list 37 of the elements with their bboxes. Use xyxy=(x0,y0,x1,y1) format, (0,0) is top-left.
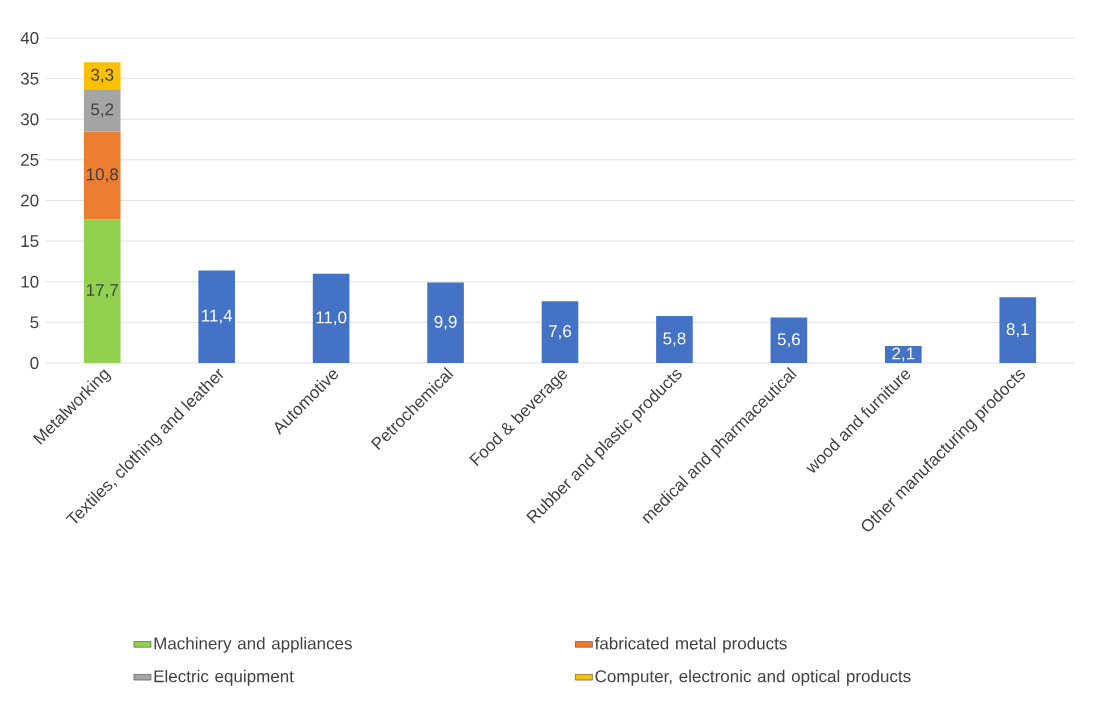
bar xyxy=(198,270,235,363)
bar xyxy=(770,317,808,363)
data-label: 10,8 xyxy=(86,168,119,183)
legend-label: Electric equipment xyxy=(154,669,294,686)
data-label: 11,0 xyxy=(316,311,347,326)
y-tick-label: 10 xyxy=(21,275,39,288)
data-label: 7,6 xyxy=(549,325,572,340)
legend-label: Machinery and appliances xyxy=(154,636,352,653)
y-tick-label: 5 xyxy=(30,316,39,329)
data-label: 11,4 xyxy=(202,309,233,324)
data-label: 8,1 xyxy=(1006,323,1029,338)
bar xyxy=(999,297,1037,363)
bar xyxy=(83,62,121,90)
y-tick-label: 25 xyxy=(21,153,39,166)
bar xyxy=(656,315,693,363)
y-tick-label: 40 xyxy=(20,31,39,45)
legend-label: Computer, electronic and optical products xyxy=(595,669,911,686)
bar xyxy=(83,89,121,132)
y-tick-label: 0 xyxy=(30,356,39,370)
bar xyxy=(83,219,121,363)
y-tick-label: 30 xyxy=(20,113,39,126)
bar xyxy=(541,301,579,363)
data-label: 17,7 xyxy=(86,284,118,299)
y-tick-label: 35 xyxy=(20,72,39,85)
data-label: 2,1 xyxy=(892,347,915,362)
data-label: 5,2 xyxy=(91,103,114,118)
bar xyxy=(312,273,350,363)
y-tick-label: 15 xyxy=(21,235,39,248)
data-label: 5,8 xyxy=(663,332,686,347)
legend-label: fabricated metal products xyxy=(594,636,787,653)
bar xyxy=(83,131,121,220)
bar xyxy=(427,282,464,363)
data-label: 3,3 xyxy=(91,68,114,83)
data-label: 5,6 xyxy=(777,333,800,348)
bar xyxy=(885,345,922,363)
y-tick-label: 20 xyxy=(21,194,39,207)
data-label: 9,9 xyxy=(434,315,457,330)
